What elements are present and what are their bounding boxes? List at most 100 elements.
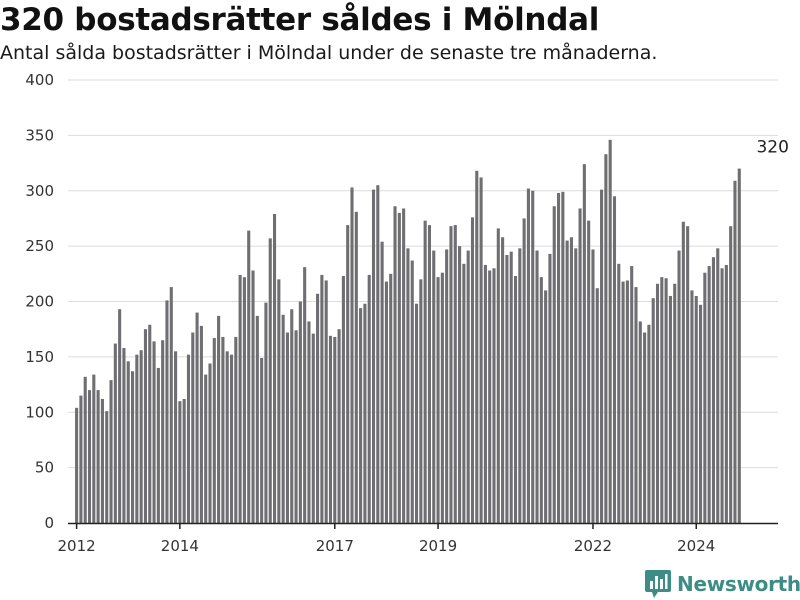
bar: [199, 325, 203, 523]
x-tick-label: 2017: [316, 537, 354, 555]
annotations: 320: [756, 138, 788, 158]
bar: [677, 250, 681, 523]
bar: [668, 295, 672, 523]
bar: [604, 154, 608, 523]
bar: [707, 266, 711, 523]
bar: [630, 266, 634, 523]
bar: [479, 177, 483, 523]
bar: [591, 249, 595, 523]
y-tick-label: 250: [25, 237, 54, 255]
bar: [501, 237, 505, 523]
bar: [651, 298, 655, 523]
bar: [625, 280, 629, 523]
bar: [574, 248, 578, 523]
bar: [139, 350, 143, 523]
y-tick-label: 100: [25, 403, 54, 421]
bar: [225, 351, 229, 523]
bar: [165, 300, 169, 523]
bar: [92, 374, 96, 523]
bar: [311, 333, 315, 523]
bar: [389, 273, 393, 523]
bar: [221, 336, 225, 523]
bar: [552, 206, 556, 523]
bar: [393, 206, 397, 523]
y-tick-label: 200: [25, 293, 54, 311]
bar: [307, 321, 311, 523]
bar: [595, 288, 599, 523]
bar: [126, 361, 130, 523]
bar: [518, 248, 522, 523]
bar: [324, 280, 328, 523]
bar: [505, 254, 509, 524]
bar: [526, 188, 530, 523]
bar: [724, 264, 728, 523]
bar: [109, 380, 113, 523]
bar: [242, 277, 246, 523]
y-tick-label: 400: [25, 71, 54, 89]
bar: [341, 276, 345, 523]
bar: [402, 208, 406, 523]
y-tick-label: 300: [25, 182, 54, 200]
bar: [664, 278, 668, 523]
bar: [406, 248, 410, 523]
bar: [612, 196, 617, 523]
bar: [156, 367, 160, 523]
x-axis-ticks: 2012 2014 2017 2019 2022 2024: [58, 523, 715, 555]
bar: [539, 277, 543, 523]
bar-chart-logo-icon: [645, 570, 671, 598]
bar: [496, 228, 500, 523]
bar: [285, 332, 290, 523]
bar: [376, 185, 380, 523]
y-tick-label: 350: [25, 126, 54, 144]
bar: [462, 263, 466, 523]
bar: [281, 314, 285, 523]
y-axis-ticks: 0 50 100 150 200 250 300 350 400: [25, 71, 54, 532]
highlight-value-label: 320: [756, 138, 788, 158]
bar: [565, 240, 569, 523]
brand-logo: Newsworthy: [645, 569, 800, 599]
bar: [535, 250, 539, 523]
bar: [96, 390, 100, 523]
bar: [130, 371, 135, 523]
bar: [143, 329, 148, 523]
bar: [367, 274, 371, 523]
bar: [87, 390, 92, 523]
bar: [359, 308, 363, 523]
bar: [470, 217, 475, 523]
bar: [174, 351, 178, 523]
bar: [569, 237, 574, 523]
grid-lines: [68, 79, 778, 469]
bar: [681, 221, 685, 523]
bar: [643, 332, 647, 523]
bar: [371, 189, 376, 523]
bar: [208, 363, 212, 523]
bar: [320, 274, 324, 523]
bar: [587, 220, 591, 523]
bar: [113, 343, 117, 523]
bar: [488, 270, 492, 523]
bar: [83, 376, 87, 523]
bar: [513, 276, 518, 523]
bar: [698, 304, 703, 523]
bar: [152, 341, 156, 523]
bar: [105, 411, 109, 523]
bar: [729, 226, 733, 523]
bar: [328, 335, 333, 523]
bar: [204, 374, 208, 523]
bar: [148, 324, 152, 523]
bar: [251, 270, 255, 523]
bar: [294, 330, 298, 523]
bar: [509, 251, 513, 523]
bar: [445, 249, 449, 523]
bar: [229, 354, 234, 523]
bar: [436, 277, 440, 523]
bar: [703, 272, 707, 523]
x-tick-label: 2014: [161, 537, 199, 555]
x-tick-label: 2019: [419, 537, 457, 555]
bar: [333, 336, 337, 523]
page-subtitle: Antal sålda bostadsrätter i Mölndal unde…: [0, 42, 658, 64]
x-tick-label: 2022: [574, 537, 612, 555]
bar: [100, 398, 104, 523]
bar: [720, 268, 724, 523]
